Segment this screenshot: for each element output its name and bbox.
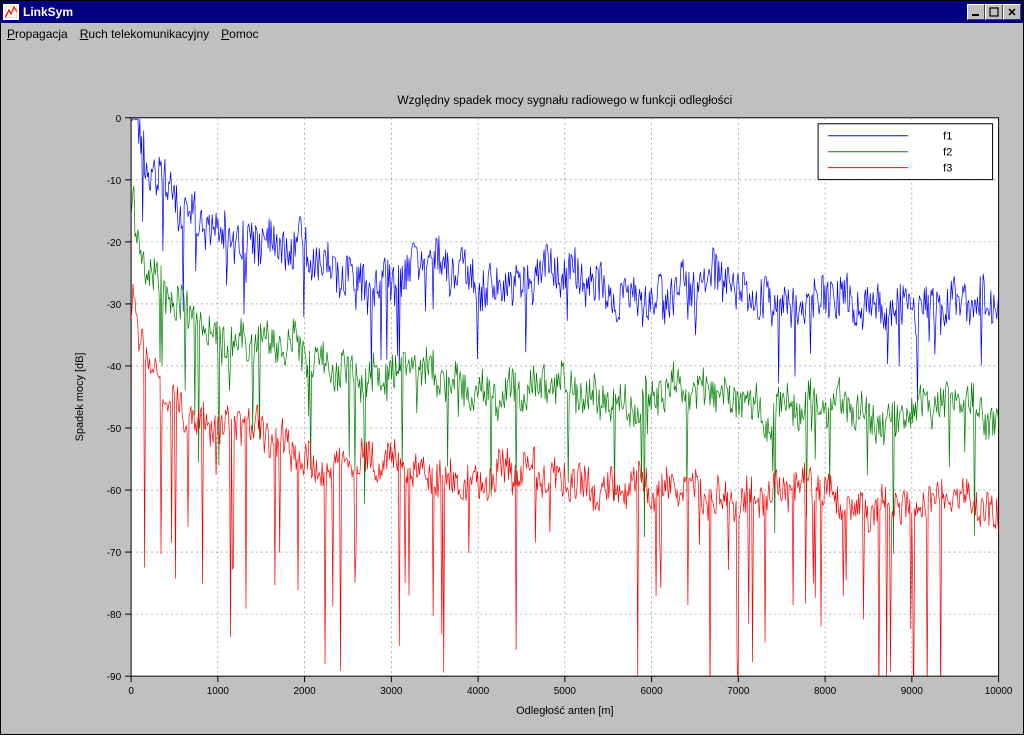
svg-text:1000: 1000 <box>207 686 230 697</box>
svg-text:-30: -30 <box>107 300 122 311</box>
titlebar-title: LinkSym <box>23 5 967 19</box>
svg-text:Spadek mocy [dB]: Spadek mocy [dB] <box>74 353 86 442</box>
svg-text:9000: 9000 <box>901 686 924 697</box>
svg-text:10000: 10000 <box>985 686 1013 697</box>
menu-ruch[interactable]: Ruch telekomunikacyjny <box>80 27 209 41</box>
svg-text:-50: -50 <box>107 424 122 435</box>
svg-text:0: 0 <box>116 114 122 125</box>
svg-text:-20: -20 <box>107 238 122 249</box>
svg-text:3000: 3000 <box>380 686 403 697</box>
svg-text:2000: 2000 <box>294 686 317 697</box>
svg-text:f3: f3 <box>943 163 952 175</box>
svg-text:5000: 5000 <box>554 686 577 697</box>
svg-text:-80: -80 <box>107 610 122 621</box>
svg-text:-90: -90 <box>107 672 122 683</box>
svg-text:-60: -60 <box>107 486 122 497</box>
svg-text:6000: 6000 <box>641 686 664 697</box>
svg-text:4000: 4000 <box>467 686 490 697</box>
svg-text:f2: f2 <box>943 147 952 159</box>
app-window: LinkSym Propagacja Ruch telekomunikacyjn… <box>0 0 1024 735</box>
app-icon <box>3 4 19 20</box>
menu-propagacja[interactable]: Propagacja <box>7 27 68 41</box>
svg-text:f1: f1 <box>943 131 952 143</box>
client-area: 0 1000 2000 3000 4000 5000 6000 7000 8000 9000 100… <box>1 45 1023 734</box>
minimize-button[interactable] <box>967 4 985 20</box>
svg-text:0: 0 <box>128 686 134 697</box>
svg-text:Względny spadek mocy sygnału r: Względny spadek mocy sygnału radiowego w… <box>397 93 732 107</box>
menu-pomoc[interactable]: Pomoc <box>221 27 258 41</box>
svg-text:8000: 8000 <box>814 686 837 697</box>
close-button[interactable] <box>1003 4 1021 20</box>
menubar: Propagacja Ruch telekomunikacyjny Pomoc <box>1 23 1023 45</box>
svg-text:7000: 7000 <box>727 686 750 697</box>
svg-text:-10: -10 <box>107 176 122 187</box>
maximize-button[interactable] <box>985 4 1003 20</box>
svg-text:-70: -70 <box>107 548 122 559</box>
titlebar-buttons <box>967 4 1021 20</box>
titlebar[interactable]: LinkSym <box>1 1 1023 23</box>
svg-text:-40: -40 <box>107 362 122 373</box>
signal-attenuation-chart: 0 1000 2000 3000 4000 5000 6000 7000 8000 9000 100… <box>1 45 1023 734</box>
svg-text:Odległość anten [m]: Odległość anten [m] <box>516 705 613 717</box>
